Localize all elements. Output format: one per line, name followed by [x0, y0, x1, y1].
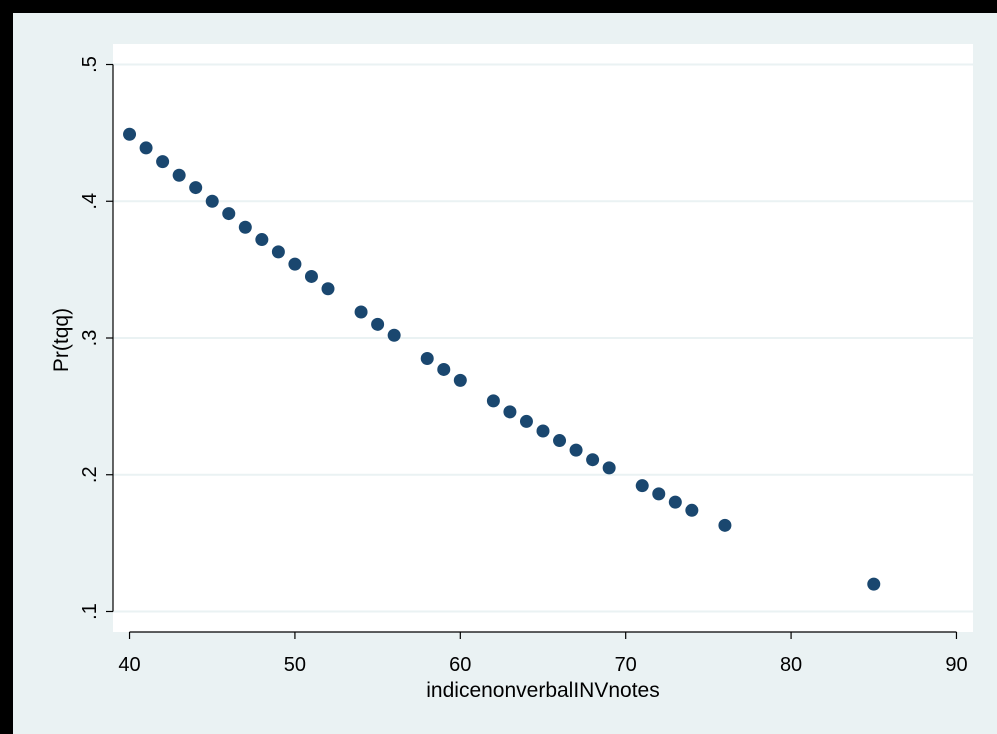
y-tick-label: .3 [79, 330, 101, 347]
y-tick-label: .1 [79, 603, 101, 620]
data-point [305, 270, 318, 283]
data-point [288, 258, 301, 271]
data-point [206, 195, 219, 208]
data-point [437, 363, 450, 376]
data-point [355, 306, 368, 319]
data-point [421, 352, 434, 365]
x-axis-label: indicenonverbalINVnotes [426, 679, 659, 702]
y-axis-label: Pr(tqq) [50, 308, 73, 372]
x-tick-label: 80 [780, 654, 802, 676]
y-tick-label: .5 [79, 56, 101, 73]
data-point [272, 245, 285, 258]
x-tick-label: 90 [945, 654, 967, 676]
x-tick-label: 50 [284, 654, 306, 676]
data-point [371, 318, 384, 331]
data-point [239, 221, 252, 234]
data-point [537, 424, 550, 437]
data-point [553, 434, 566, 447]
data-point [156, 155, 169, 168]
data-point [685, 504, 698, 517]
data-point [222, 207, 235, 220]
data-point [173, 169, 186, 182]
data-point [570, 444, 583, 457]
data-point [520, 415, 533, 428]
data-point [503, 405, 516, 418]
data-point [487, 394, 500, 407]
data-point [636, 479, 649, 492]
data-point [586, 453, 599, 466]
y-tick-label: .2 [79, 466, 101, 483]
x-tick-label: 70 [615, 654, 637, 676]
data-point [867, 578, 880, 591]
data-point [652, 487, 665, 500]
data-point [669, 496, 682, 509]
data-point [255, 233, 268, 246]
data-point [718, 519, 731, 532]
data-point [189, 181, 202, 194]
data-point [603, 461, 616, 474]
data-point [454, 374, 467, 387]
data-point [388, 329, 401, 342]
data-point [140, 141, 153, 154]
data-point [322, 282, 335, 295]
x-tick-label: 40 [118, 654, 140, 676]
x-tick-label: 60 [449, 654, 471, 676]
y-tick-label: .4 [79, 193, 101, 210]
data-point [123, 128, 136, 141]
